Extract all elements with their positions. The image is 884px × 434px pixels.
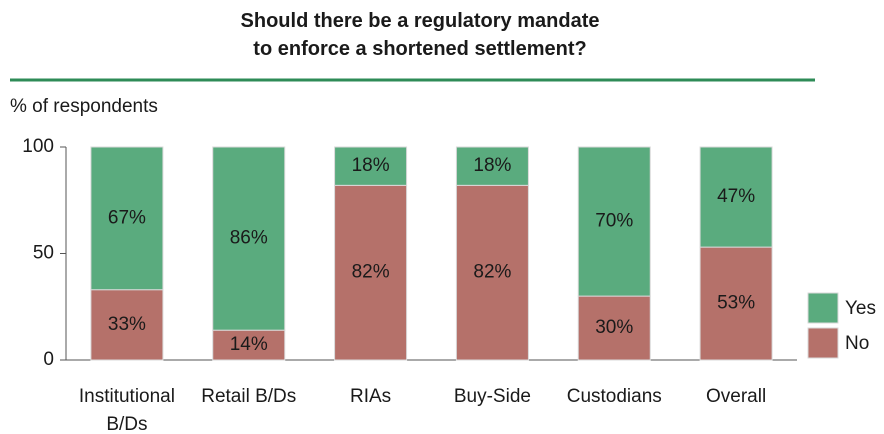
y-tick-label: 50 [33, 243, 54, 264]
bar-segment [212, 146, 286, 331]
x-tick-label: Retail B/Ds [201, 386, 296, 407]
data-label: 53% [717, 293, 755, 314]
bar-segment [334, 146, 408, 186]
legend-swatch [807, 292, 839, 324]
bar-segment [212, 329, 286, 361]
bar-segment [90, 146, 164, 291]
bar-segment [334, 184, 408, 361]
data-label: 70% [595, 211, 633, 232]
legend-label: Yes [845, 298, 876, 319]
bar-segment [577, 295, 651, 361]
x-tick-label: Custodians [567, 386, 662, 407]
y-tick-label: 0 [43, 349, 54, 370]
data-label: 18% [473, 155, 511, 176]
bar-segment [90, 289, 164, 361]
data-label: 86% [230, 228, 268, 249]
x-tick-label: Overall [706, 386, 766, 407]
x-tick-label: Institutional B/Ds [79, 386, 175, 434]
data-label: 82% [352, 262, 390, 283]
x-tick-label: RIAs [350, 386, 391, 407]
bar-segment [455, 146, 529, 186]
bar-segment [699, 246, 773, 361]
y-tick-label: 100 [22, 136, 54, 157]
data-label: 33% [108, 314, 146, 335]
data-label: 14% [230, 334, 268, 355]
legend-label: No [845, 333, 869, 354]
data-label: 47% [717, 186, 755, 207]
data-label: 30% [595, 317, 633, 338]
bar-segment [577, 146, 651, 297]
bar-segment [699, 146, 773, 248]
y-axis-label: % of respondents [10, 96, 158, 117]
x-tick-label: Buy-Side [454, 386, 531, 407]
bar-segment [455, 184, 529, 361]
data-label: 67% [108, 207, 146, 228]
legend-swatch [807, 327, 839, 359]
chart-title: Should there be a regulatory mandate to e… [241, 10, 600, 60]
data-label: 82% [473, 262, 511, 283]
data-label: 18% [352, 155, 390, 176]
